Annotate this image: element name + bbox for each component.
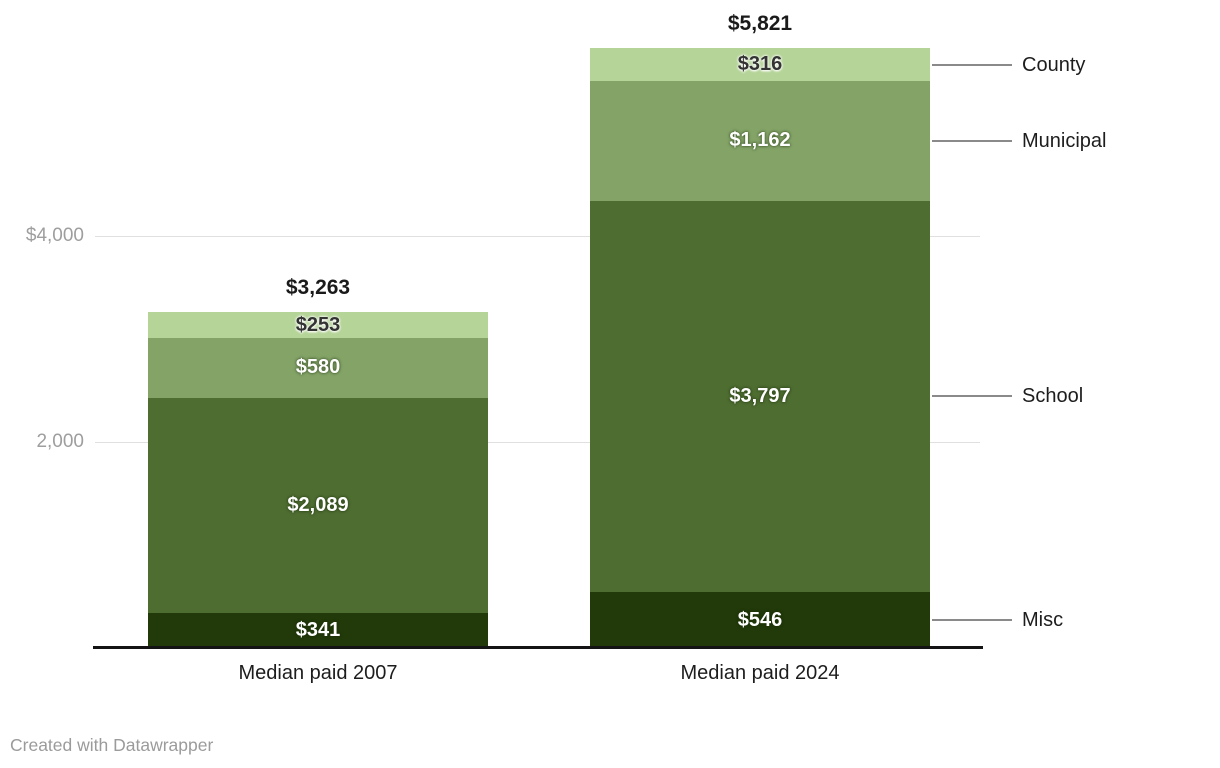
y-axis-tick-label: 2,000 xyxy=(36,431,84,452)
legend-label-school: School xyxy=(1022,385,1084,408)
bar-segment-misc[interactable]: $341 xyxy=(148,612,488,648)
segment-value-label: $3,797 xyxy=(729,384,791,407)
legend-connector-line xyxy=(932,618,1012,621)
bar-segment-county[interactable]: $316 xyxy=(590,48,930,81)
bar-segment-municipal[interactable]: $580 xyxy=(148,337,488,398)
x-axis-category-label: Median paid 2007 xyxy=(238,662,398,684)
bar-total-label: $5,821 xyxy=(727,12,793,36)
bar-segment-county[interactable]: $253 xyxy=(148,311,488,338)
legend-connector-line xyxy=(932,63,1012,66)
legend-label-misc: Misc xyxy=(1022,608,1064,631)
bar-segment-school[interactable]: $3,797 xyxy=(590,200,930,592)
bar-segment-school[interactable]: $2,089 xyxy=(148,397,488,613)
legend-connector-line xyxy=(932,139,1012,142)
legend-label-municipal: Municipal xyxy=(1022,129,1107,152)
gridline-4000 xyxy=(95,235,980,237)
segment-value-label: $341 xyxy=(295,618,341,641)
segment-value-label: $1,162 xyxy=(729,128,791,151)
legend-connector-line xyxy=(932,395,1012,398)
gridline-2000 xyxy=(95,441,980,443)
segment-value-label: $546 xyxy=(737,608,783,631)
y-axis-tick-label: $4,000 xyxy=(25,225,84,246)
segment-value-label: $580 xyxy=(295,355,341,378)
bar-segment-municipal[interactable]: $1,162 xyxy=(590,80,930,201)
legend-label-county: County xyxy=(1022,53,1086,76)
segment-value-label: $253 xyxy=(295,313,341,336)
x-axis-line xyxy=(93,646,983,649)
segment-value-label: $316 xyxy=(737,53,783,76)
segment-value-label: $2,089 xyxy=(287,493,349,516)
x-axis-category-label: Median paid 2024 xyxy=(680,662,840,684)
bar-total-label: $3,263 xyxy=(285,275,351,299)
datawrapper-credit-link[interactable]: Created with Datawrapper xyxy=(10,735,214,755)
bar-segment-misc[interactable]: $546 xyxy=(590,591,930,648)
